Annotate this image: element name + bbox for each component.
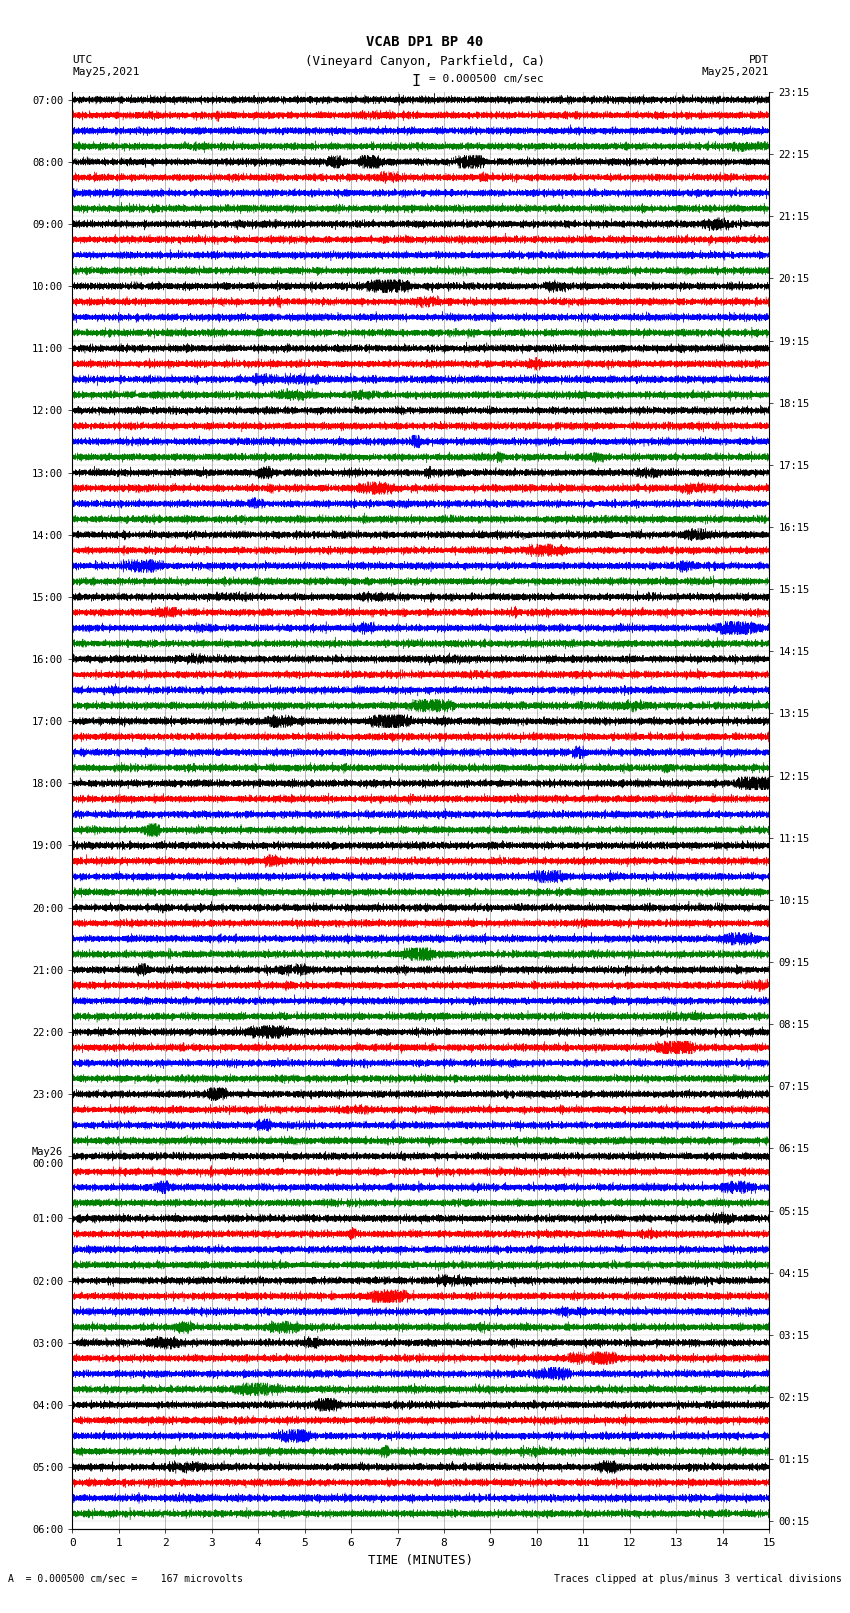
Text: May25,2021: May25,2021 [702, 68, 769, 77]
Text: I: I [412, 74, 421, 89]
Text: VCAB DP1 BP 40: VCAB DP1 BP 40 [366, 35, 484, 50]
Text: May25,2021: May25,2021 [72, 68, 139, 77]
Text: PDT: PDT [749, 55, 769, 65]
Text: UTC: UTC [72, 55, 93, 65]
Text: (Vineyard Canyon, Parkfield, Ca): (Vineyard Canyon, Parkfield, Ca) [305, 55, 545, 68]
Text: Traces clipped at plus/minus 3 vertical divisions: Traces clipped at plus/minus 3 vertical … [553, 1574, 842, 1584]
Text: = 0.000500 cm/sec: = 0.000500 cm/sec [429, 74, 544, 84]
X-axis label: TIME (MINUTES): TIME (MINUTES) [368, 1553, 473, 1566]
Text: A  = 0.000500 cm/sec =    167 microvolts: A = 0.000500 cm/sec = 167 microvolts [8, 1574, 243, 1584]
